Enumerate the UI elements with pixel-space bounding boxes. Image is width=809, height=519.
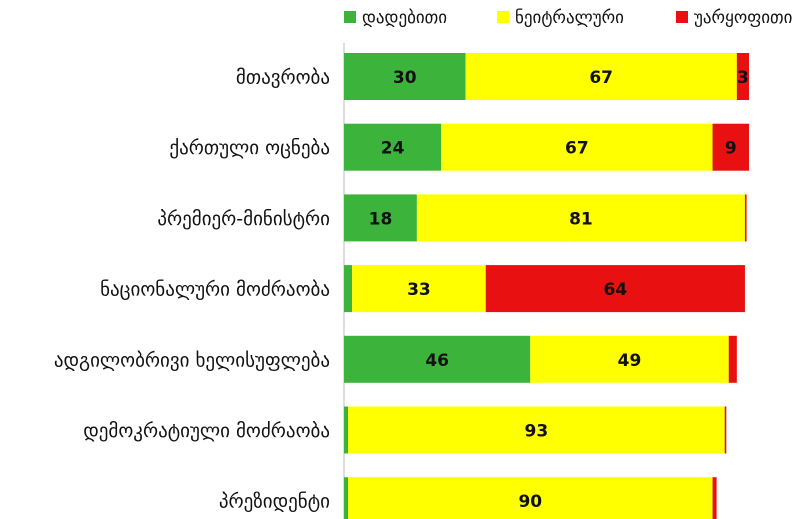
data-label: 67 [589, 68, 613, 88]
data-label: 49 [618, 351, 642, 371]
legend-swatch-3 [676, 11, 688, 23]
data-label: 24 [381, 139, 405, 159]
bar-segment-2 [348, 406, 725, 454]
category-labels: მთავრობა ქართული ოცნება პრემიერ-მინისტრი ნა… [54, 67, 330, 513]
bar-segment-1 [344, 477, 349, 519]
bar-segment-2 [465, 53, 737, 100]
legend-swatch-2 [497, 11, 509, 23]
data-label: 30 [393, 68, 417, 88]
bar-segment-3 [485, 265, 745, 313]
category-label: პრეზიდენტი [219, 491, 330, 513]
bar-segment-3 [712, 477, 717, 519]
bars [344, 53, 749, 519]
bar-segment-2 [352, 265, 486, 313]
category-label: ქართული ოცნება [169, 137, 330, 159]
bar-segment-2 [416, 194, 745, 242]
bar-segment-3 [736, 53, 749, 100]
bar-segment-1 [344, 53, 466, 100]
bar-segment-3 [712, 123, 749, 171]
bar-segment-2 [441, 123, 713, 171]
data-label: 93 [525, 422, 549, 442]
category-label: მთავრობა [236, 67, 330, 89]
legend: დადებითი ნეიტრალური უარყოფითი [344, 8, 792, 28]
bar-segment-1 [344, 123, 442, 171]
category-label: პრემიერ-მინისტრი [157, 208, 330, 230]
data-label: 81 [569, 209, 593, 229]
data-label: 64 [604, 280, 628, 300]
category-label: ნაციონალური მოძრაობა [100, 279, 330, 301]
bar-segment-1 [344, 265, 353, 313]
data-label: 9 [725, 139, 737, 159]
legend-swatch-1 [344, 11, 356, 23]
data-label: 33 [407, 280, 431, 300]
bar-segment-1 [344, 194, 417, 242]
bar-segment-1 [344, 406, 349, 454]
legend-label-1: დადებითი [362, 8, 447, 28]
bar-segment-1 [344, 335, 531, 383]
data-labels: 30 67 3 24 67 9 18 81 33 64 46 49 93 90 [369, 68, 749, 512]
category-label: ადგილობრივი ხელისუფლება [54, 349, 330, 371]
data-label: 3 [737, 68, 749, 88]
data-label: 46 [425, 351, 449, 371]
legend-label-3: უარყოფითი [694, 8, 792, 28]
bar-segment-3 [728, 335, 737, 383]
data-label: 18 [369, 209, 393, 229]
bar-segment-3 [744, 194, 747, 242]
category-label: დემოკრატიული მოძრაობა [83, 420, 330, 442]
bar-segment-3 [724, 406, 727, 454]
bar-segment-2 [348, 477, 713, 519]
data-label: 67 [565, 139, 589, 159]
bar-segment-2 [530, 335, 729, 383]
data-label: 90 [518, 492, 542, 512]
legend-label-2: ნეიტრალური [515, 8, 624, 28]
